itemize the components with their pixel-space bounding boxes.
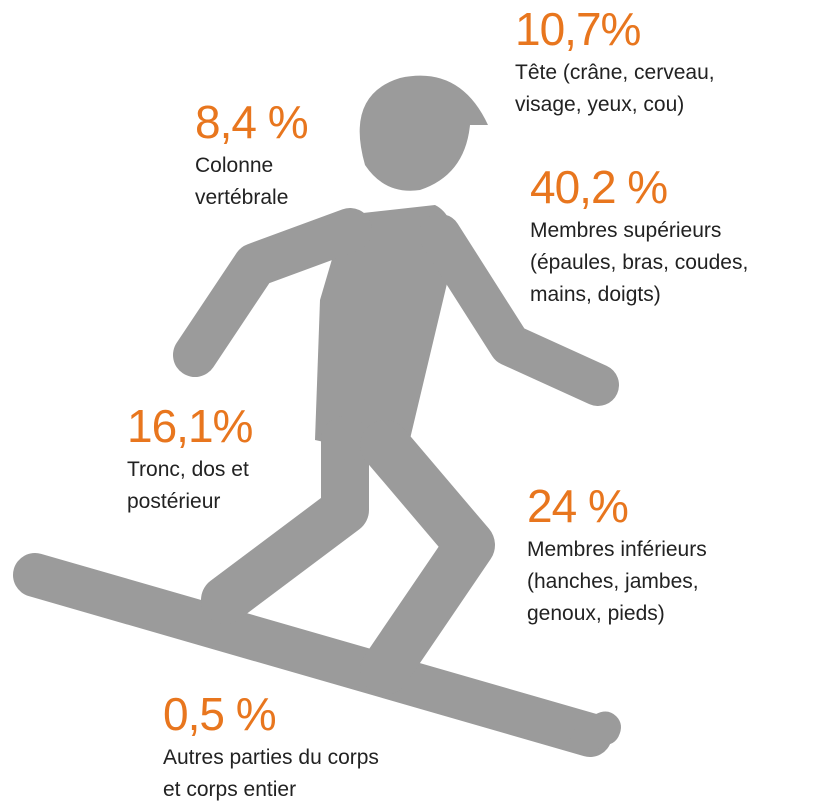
description-line: Tronc, dos et [127,458,249,481]
snowboarder [13,75,621,757]
percent: 16,1% [127,400,253,452]
description-line: Colonne [195,154,273,177]
right-arm [419,214,619,406]
description-line: Membres supérieurs [530,219,721,242]
left-arm [173,208,372,377]
labels: 10,7% Tête (crâne, cerveau, visage, yeux, … [127,3,748,801]
description-line: (hanches, jambes, [527,570,699,593]
front-leg [360,420,495,695]
head [359,75,488,191]
description-line: Autres parties du corps [163,746,379,769]
description-line: Tête (crâne, cerveau, [515,61,715,84]
percent: 40,2 % [530,161,667,213]
description-line: vertébrale [195,186,288,209]
percent: 8,4 % [195,96,308,148]
percent: 10,7% [515,3,641,55]
description-line: postérieur [127,490,220,513]
back-leg [201,416,369,624]
torso [315,205,455,460]
description-line: (épaules, bras, coudes, [530,251,748,274]
board [13,553,612,757]
description-line: visage, yeux, cou) [515,93,684,116]
percent: 24 % [527,480,628,532]
description-line: et corps entier [163,778,296,801]
description-line: mains, doigts) [530,283,661,306]
description-line: Membres inférieurs [527,538,707,561]
board-tip [570,711,621,755]
description-line: genoux, pieds) [527,602,665,625]
percent: 0,5 % [163,688,276,740]
